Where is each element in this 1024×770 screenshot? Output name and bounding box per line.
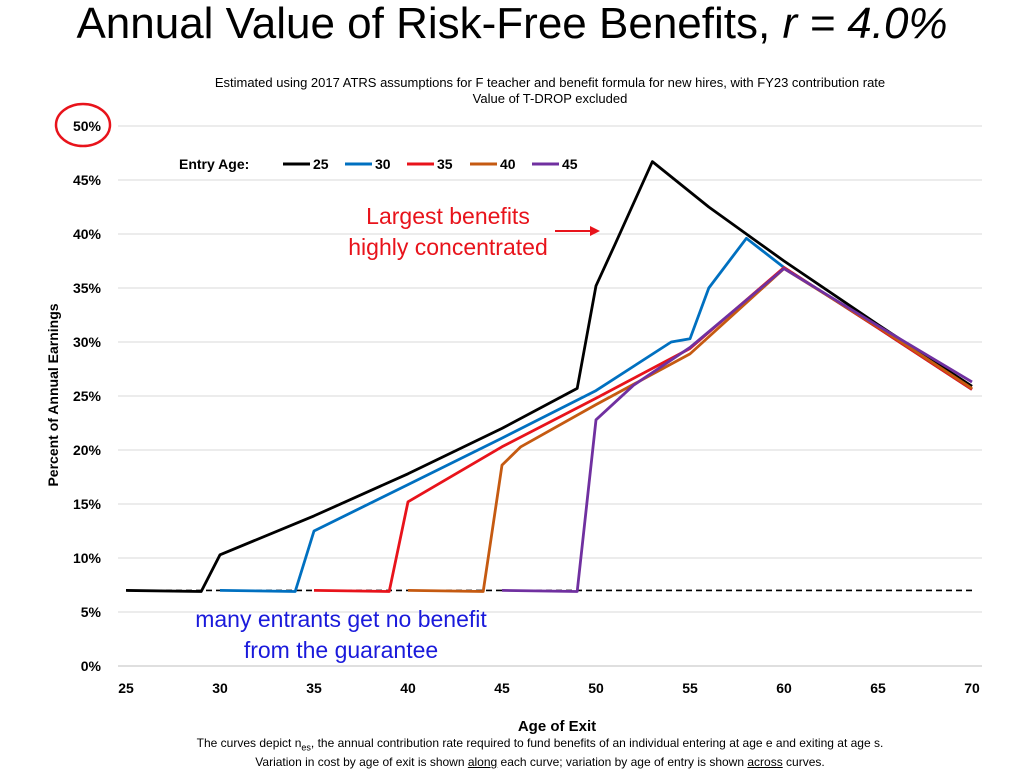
- legend-label-45: 45: [562, 156, 578, 172]
- grid-lines: [118, 125, 982, 667]
- footer-text-b: , the annual contribution rate required …: [310, 736, 884, 750]
- x-tick-label: 60: [776, 680, 792, 696]
- x-tick-label: 30: [212, 680, 228, 696]
- annotation-bottom-line-1: many entrants get no benefit: [195, 606, 487, 632]
- y-tick-label: 0%: [81, 658, 102, 674]
- legend-label-40: 40: [500, 156, 516, 172]
- subtitle-line-1: Estimated using 2017 ATRS assumptions fo…: [214, 75, 886, 90]
- footer-line-2: Variation in cost by age of exit is show…: [60, 755, 1020, 770]
- y-tick-label: 15%: [73, 496, 102, 512]
- chart-title-main: Annual Value of Risk-Free Benefits,: [76, 0, 771, 48]
- annotation-arrow-head: [590, 226, 600, 236]
- y-tick-label: 20%: [73, 442, 102, 458]
- y-tick-label: 35%: [73, 280, 102, 296]
- highlight-circle: [54, 102, 112, 148]
- annotation-top-line-2: highly concentrated: [348, 234, 547, 260]
- chart-subtitle: Estimated using 2017 ATRS assumptions fo…: [120, 75, 980, 107]
- y-axis-label: Percent of Annual Earnings: [45, 303, 61, 486]
- x-tick-label: 55: [682, 680, 698, 696]
- series-line-entry-35: [313, 266, 973, 593]
- legend-label-35: 35: [437, 156, 453, 172]
- chart-title-rate: r = 4.0%: [782, 0, 948, 48]
- series-line-entry-40: [407, 267, 973, 593]
- y-tick-label: 10%: [73, 550, 102, 566]
- footer-subscript: es: [301, 742, 311, 753]
- annotation-bottom-line-2: from the guarantee: [244, 637, 438, 663]
- x-tick-labels: 25 30 35 40 45 50 55 60 65 70: [118, 680, 980, 696]
- y-tick-label: 45%: [73, 172, 102, 188]
- x-tick-label: 70: [964, 680, 980, 696]
- x-tick-label: 50: [588, 680, 604, 696]
- x-axis-label: Age of Exit: [518, 718, 596, 735]
- x-tick-label: 40: [400, 680, 416, 696]
- y-tick-label: 50%: [73, 118, 102, 134]
- annotation-top-line-1: Largest benefits: [366, 203, 530, 229]
- footer-text-a: The curves depict n: [196, 736, 302, 750]
- subtitle-line-2: Value of T-DROP excluded: [472, 91, 628, 106]
- legend-label-25: 25: [313, 156, 329, 172]
- chart-title: Annual Value of Risk-Free Benefits, r = …: [0, 0, 1024, 56]
- legend-title: Entry Age:: [179, 156, 249, 172]
- annotation-bottom: many entrants get no benefit from the gu…: [195, 606, 487, 663]
- y-tick-label: 5%: [81, 604, 102, 620]
- x-tick-label: 25: [118, 680, 134, 696]
- x-tick-label: 65: [870, 680, 886, 696]
- footer-underline-along: along: [467, 755, 498, 770]
- x-tick-label: 35: [306, 680, 322, 696]
- footer-text-e: curves.: [782, 755, 825, 770]
- chart-footer: The curves depict nes, the annual contri…: [60, 736, 1020, 770]
- legend: Entry Age: 25 30 35 40 45: [179, 156, 578, 172]
- series-lines: [125, 160, 973, 593]
- footer-text-c: Variation in cost by age of exit is show…: [255, 755, 468, 770]
- footer-underline-across: across: [747, 755, 783, 770]
- x-tick-label: 45: [494, 680, 510, 696]
- y-tick-label: 40%: [73, 226, 102, 242]
- footer-text-d: each curve; variation by age of entry is…: [497, 755, 748, 770]
- legend-label-30: 30: [375, 156, 391, 172]
- series-line-entry-45: [501, 267, 973, 593]
- footer-line-1: The curves depict nes, the annual contri…: [60, 736, 1020, 755]
- y-tick-label: 30%: [73, 334, 102, 350]
- series-line-entry-25: [125, 160, 973, 593]
- y-tick-labels: 0% 5% 10% 15% 20% 25% 30% 35% 40% 45% 50%: [73, 118, 102, 674]
- y-tick-label: 25%: [73, 388, 102, 404]
- annotation-top: Largest benefits highly concentrated: [348, 203, 600, 260]
